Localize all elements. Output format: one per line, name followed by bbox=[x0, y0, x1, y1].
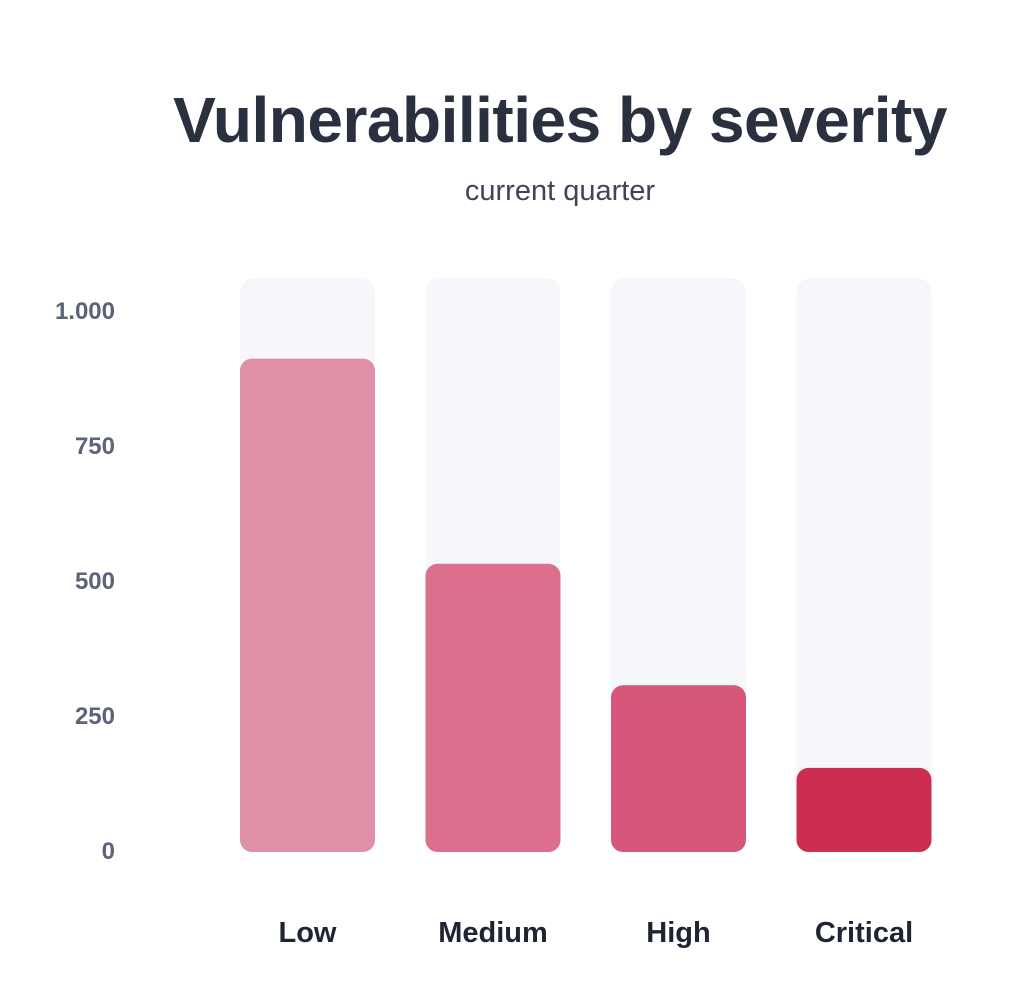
y-tick-label: 750 bbox=[75, 433, 115, 460]
bar-high[interactable] bbox=[611, 685, 746, 852]
bar-medium[interactable] bbox=[425, 563, 561, 852]
chart-title-container: Vulnerabilities by severity bbox=[160, 82, 960, 158]
x-tick-label-low: Low bbox=[279, 917, 337, 949]
chart-subtitle: current quarter bbox=[464, 175, 656, 207]
x-tick-label-critical: Critical bbox=[815, 917, 913, 949]
y-tick-label: 500 bbox=[75, 568, 115, 595]
x-tick-label-high: High bbox=[646, 917, 710, 949]
y-tick-label: 0 bbox=[102, 838, 115, 865]
bar-track bbox=[796, 278, 932, 852]
bar-low[interactable] bbox=[240, 358, 375, 852]
chart-subtitle-container: current quarter bbox=[160, 172, 960, 210]
y-tick-label: 1.000 bbox=[55, 298, 115, 325]
chart-title: Vulnerabilities by severity bbox=[173, 84, 947, 156]
x-tick-label-medium: Medium bbox=[438, 917, 548, 949]
bar-critical[interactable] bbox=[796, 767, 932, 852]
y-tick-label: 250 bbox=[75, 703, 115, 730]
